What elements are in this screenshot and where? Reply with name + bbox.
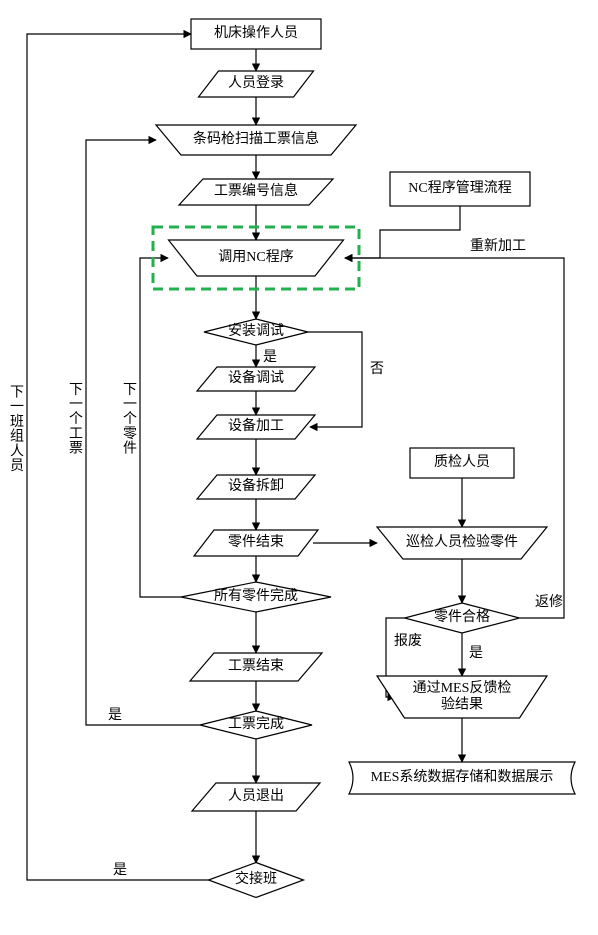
edge-18 <box>27 34 209 880</box>
svg-text:交接班: 交接班 <box>235 870 277 887</box>
edge-14 <box>345 206 460 258</box>
node-n5: 调用NC程序 <box>169 240 344 276</box>
svg-text:零件结束: 零件结束 <box>228 534 284 550</box>
svg-text:零: 零 <box>123 426 137 442</box>
svg-text:NC程序管理流程: NC程序管理流程 <box>408 180 511 196</box>
node-n15: 人员退出 <box>192 783 320 811</box>
edge-24 <box>345 258 564 618</box>
svg-text:设备加工: 设备加工 <box>228 417 284 434</box>
svg-text:个: 个 <box>123 411 137 427</box>
svg-text:机床操作人员: 机床操作人员 <box>214 25 298 41</box>
svg-text:人: 人 <box>10 443 24 459</box>
svg-text:人员退出: 人员退出 <box>228 788 284 804</box>
svg-text:是: 是 <box>469 646 483 661</box>
svg-text:设备调试: 设备调试 <box>228 369 284 386</box>
node-n4: 工票编号信息 <box>179 179 333 205</box>
svg-text:巡检人员检验零件: 巡检人员检验零件 <box>406 534 518 550</box>
node-n11: 零件结束 <box>194 530 318 556</box>
svg-text:下: 下 <box>69 383 83 398</box>
svg-text:是: 是 <box>263 350 277 365</box>
node-n17: 质检人员 <box>410 448 514 478</box>
edge-16 <box>140 258 181 597</box>
svg-text:组: 组 <box>10 429 24 445</box>
node-n9: 设备加工 <box>197 415 315 439</box>
svg-text:通过MES反馈检: 通过MES反馈检 <box>413 680 512 696</box>
svg-text:件: 件 <box>123 441 137 457</box>
edge-15 <box>308 332 362 427</box>
svg-text:下: 下 <box>10 385 24 400</box>
node-n7: 安装调试 <box>204 319 308 345</box>
svg-text:质检人员: 质检人员 <box>434 454 490 470</box>
svg-text:工票结束: 工票结束 <box>228 658 284 674</box>
node-n3: 条码枪扫描工票信息 <box>156 125 356 155</box>
svg-text:工: 工 <box>69 427 83 442</box>
svg-text:重新加工: 重新加工 <box>470 238 526 254</box>
node-n10: 设备拆卸 <box>197 475 315 499</box>
svg-text:班: 班 <box>10 414 24 430</box>
node-n2: 人员登录 <box>199 71 314 97</box>
svg-text:否: 否 <box>370 362 384 377</box>
svg-text:设备拆卸: 设备拆卸 <box>228 477 284 494</box>
node-n1: 机床操作人员 <box>191 19 321 49</box>
svg-text:是: 是 <box>108 708 122 723</box>
svg-text:是: 是 <box>113 863 127 878</box>
svg-text:安装调试: 安装调试 <box>228 323 284 339</box>
svg-text:一: 一 <box>123 398 137 413</box>
edge-17 <box>86 140 200 725</box>
node-n21: MES系统数据存储和数据展示 <box>349 762 575 794</box>
node-n8: 设备调试 <box>197 367 315 391</box>
node-n12: 所有零件完成 <box>181 582 331 612</box>
node-n18: 巡检人员检验零件 <box>377 527 547 559</box>
svg-text:所有零件完成: 所有零件完成 <box>214 588 298 604</box>
svg-text:报废: 报废 <box>394 633 422 649</box>
svg-text:工票编号信息: 工票编号信息 <box>214 182 298 199</box>
svg-text:验结果: 验结果 <box>441 696 483 712</box>
svg-text:一: 一 <box>69 398 83 413</box>
svg-text:零件合格: 零件合格 <box>434 609 490 625</box>
node-n16: 交接班 <box>209 863 304 898</box>
svg-text:一: 一 <box>10 400 24 415</box>
svg-text:员: 员 <box>10 459 24 474</box>
svg-text:返修: 返修 <box>535 594 563 610</box>
svg-text:工票完成: 工票完成 <box>228 716 284 732</box>
node-n13: 工票结束 <box>190 653 322 681</box>
node-n14: 工票完成 <box>200 711 312 739</box>
node-n19: 零件合格 <box>405 603 520 633</box>
svg-text:个: 个 <box>69 411 83 427</box>
svg-text:MES系统数据存储和数据展示: MES系统数据存储和数据展示 <box>371 769 554 785</box>
svg-text:票: 票 <box>69 442 83 457</box>
svg-text:人员登录: 人员登录 <box>228 75 284 91</box>
svg-text:条码枪扫描工票信息: 条码枪扫描工票信息 <box>193 130 319 147</box>
svg-text:下: 下 <box>123 383 137 398</box>
node-n6: NC程序管理流程 <box>390 172 530 206</box>
node-n20: 通过MES反馈检验结果 <box>377 676 547 718</box>
svg-text:调用NC程序: 调用NC程序 <box>218 249 293 265</box>
